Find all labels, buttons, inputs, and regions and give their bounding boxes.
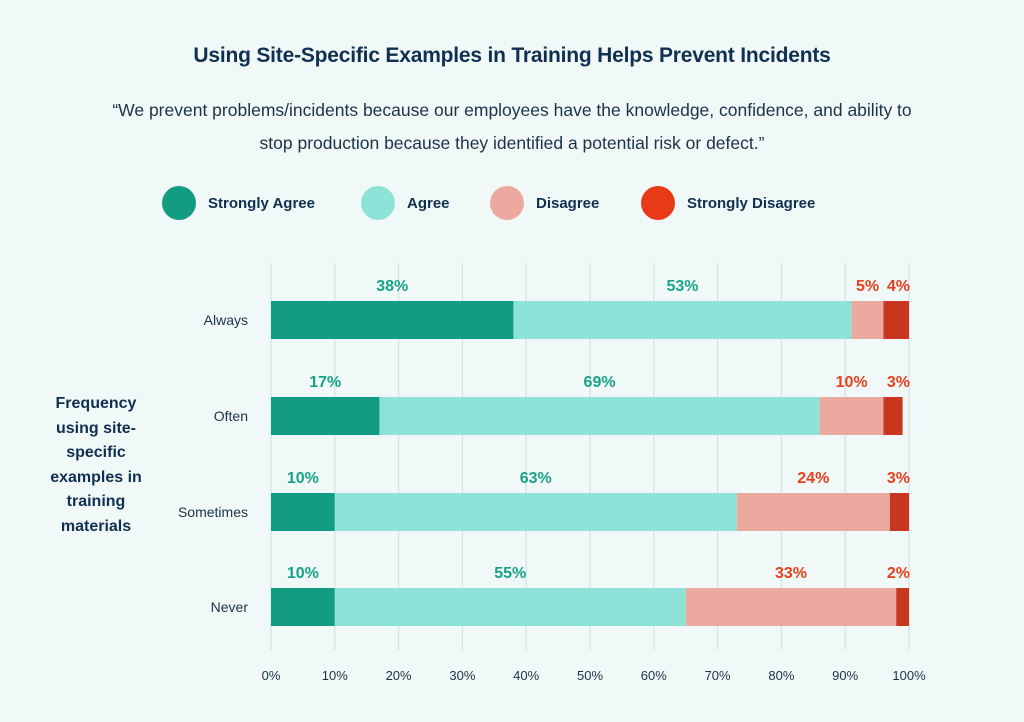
data-label-often-agree: 69% xyxy=(584,374,616,391)
data-label-sometimes-agree: 63% xyxy=(520,470,552,487)
x-tick-label-30pct: 30% xyxy=(449,668,475,683)
bar-often-disagree xyxy=(819,397,884,435)
category-label-often: Often xyxy=(214,408,248,424)
data-label-always-disagree: 5% xyxy=(856,278,879,295)
legend-label-strongly-disagree: Strongly Disagree xyxy=(687,194,816,212)
x-tick-label-60pct: 60% xyxy=(641,668,667,683)
x-tick-label-40pct: 40% xyxy=(513,668,539,683)
bar-sometimes-strongly-agree xyxy=(271,493,335,531)
legend-swatch-strongly-agree xyxy=(162,186,196,220)
x-tick-label-90pct: 90% xyxy=(832,668,858,683)
x-tick-label-20pct: 20% xyxy=(386,668,412,683)
data-label-always-strongly-disagree: 4% xyxy=(887,278,910,295)
x-tick-label-80pct: 80% xyxy=(768,668,794,683)
bar-sometimes-agree xyxy=(334,493,737,531)
bar-never-agree xyxy=(334,588,686,626)
legend-swatch-strongly-disagree xyxy=(641,186,675,220)
bar-never-disagree xyxy=(685,588,897,626)
legend-item-agree: Agree xyxy=(361,186,450,220)
bar-always-disagree xyxy=(851,301,884,339)
category-label-sometimes: Sometimes xyxy=(178,504,248,520)
data-label-never-disagree: 33% xyxy=(775,565,807,582)
legend-swatch-disagree xyxy=(490,186,524,220)
legend: Strongly Agree Agree Disagree Strongly D… xyxy=(0,186,1024,220)
bar-always-strongly-agree xyxy=(271,301,514,339)
category-label-never: Never xyxy=(211,599,249,615)
data-label-never-strongly-agree: 10% xyxy=(287,565,319,582)
legend-label-agree: Agree xyxy=(407,194,450,212)
legend-swatch-agree xyxy=(361,186,395,220)
data-label-always-agree: 53% xyxy=(666,278,698,295)
bar-always-strongly-disagree xyxy=(883,301,909,339)
data-label-sometimes-disagree: 24% xyxy=(797,470,829,487)
x-tick-label-10pct: 10% xyxy=(322,668,348,683)
data-label-often-disagree: 10% xyxy=(836,374,868,391)
category-label-always: Always xyxy=(204,312,248,328)
legend-label-disagree: Disagree xyxy=(536,194,600,212)
bar-often-strongly-agree xyxy=(271,397,380,435)
data-label-never-strongly-disagree: 2% xyxy=(887,565,910,582)
legend-item-strongly-disagree: Strongly Disagree xyxy=(641,186,815,220)
y-axis-label: Frequency using site-specific examples i… xyxy=(50,395,142,535)
chart-quote: “We prevent problems/incidents because o… xyxy=(112,100,912,153)
x-tick-label-70pct: 70% xyxy=(705,668,731,683)
data-label-sometimes-strongly-disagree: 3% xyxy=(887,470,910,487)
legend-item-disagree: Disagree xyxy=(490,186,599,220)
x-tick-label-0pct: 0% xyxy=(262,668,281,683)
bar-sometimes-disagree xyxy=(736,493,890,531)
x-tick-label-50pct: 50% xyxy=(577,668,603,683)
bar-sometimes-strongly-disagree xyxy=(889,493,909,531)
bar-never-strongly-agree xyxy=(271,588,335,626)
data-label-never-agree: 55% xyxy=(494,565,526,582)
chart-title: Using Site-Specific Examples in Training… xyxy=(193,44,831,67)
bar-never-strongly-disagree xyxy=(896,588,909,626)
legend-item-strongly-agree: Strongly Agree xyxy=(162,186,315,220)
bar-always-agree xyxy=(513,301,852,339)
data-label-often-strongly-agree: 17% xyxy=(309,374,341,391)
data-label-sometimes-strongly-agree: 10% xyxy=(287,470,319,487)
bar-often-strongly-disagree xyxy=(883,397,903,435)
data-label-often-strongly-disagree: 3% xyxy=(887,374,910,391)
x-tick-label-100pct: 100% xyxy=(892,668,926,683)
data-label-always-strongly-agree: 38% xyxy=(376,278,408,295)
legend-label-strongly-agree: Strongly Agree xyxy=(208,194,315,212)
bar-often-agree xyxy=(379,397,820,435)
